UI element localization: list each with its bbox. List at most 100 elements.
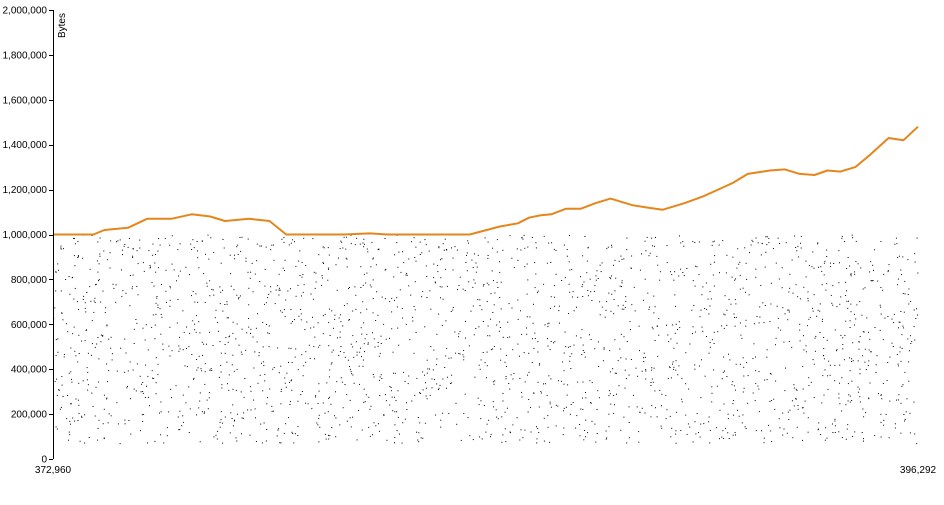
scatter-point — [241, 417, 243, 419]
scatter-point — [402, 251, 403, 253]
scatter-point — [78, 382, 80, 384]
scatter-point — [683, 245, 685, 247]
scatter-point — [209, 280, 211, 282]
scatter-point — [732, 256, 734, 258]
scatter-point — [315, 395, 317, 397]
scatter-point — [608, 292, 610, 294]
scatter-point — [871, 280, 873, 282]
scatter-point — [821, 402, 823, 404]
scatter-point — [486, 282, 488, 284]
scatter-point — [713, 331, 715, 333]
scatter-point — [769, 401, 771, 402]
scatter-point — [431, 387, 433, 389]
scatter-point — [222, 289, 224, 291]
scatter-point — [240, 250, 242, 252]
scatter-point — [879, 304, 881, 306]
scatter-point — [764, 305, 766, 306]
scatter-point — [307, 403, 309, 405]
scatter-point — [122, 254, 123, 256]
scatter-point — [832, 432, 834, 433]
scatter-point — [363, 388, 365, 390]
scatter-point — [651, 369, 653, 371]
scatter-point — [73, 255, 75, 257]
scatter-point — [553, 296, 555, 298]
scatter-point — [477, 299, 479, 301]
scatter-point — [836, 306, 838, 308]
scatter-point — [746, 362, 748, 364]
scatter-point — [157, 267, 159, 269]
scatter-point — [110, 240, 112, 242]
scatter-point — [241, 328, 243, 330]
scatter-point — [800, 247, 802, 249]
scatter-point — [768, 237, 770, 239]
scatter-point — [570, 404, 572, 405]
scatter-point — [197, 301, 199, 303]
scatter-point — [866, 317, 868, 319]
scatter-point — [270, 249, 272, 251]
scatter-point — [534, 338, 536, 339]
scatter-point — [338, 354, 340, 356]
scatter-point — [913, 326, 915, 327]
scatter-point — [191, 295, 192, 297]
scatter-point — [129, 305, 131, 307]
scatter-point — [613, 313, 615, 315]
scatter-point — [255, 417, 256, 419]
scatter-point — [354, 244, 356, 246]
scatter-point — [625, 300, 627, 302]
scatter-point — [155, 313, 157, 315]
scatter-point — [675, 433, 677, 435]
scatter-point — [615, 372, 617, 374]
scatter-point — [169, 285, 171, 287]
scatter-point — [60, 290, 62, 292]
scatter-point — [509, 336, 511, 338]
scatter-point — [152, 314, 154, 316]
scatter-point — [414, 394, 416, 396]
scatter-point — [280, 391, 282, 392]
scatter-point — [894, 427, 896, 429]
scatter-point — [782, 412, 784, 414]
scatter-point — [314, 287, 316, 289]
scatter-point — [168, 345, 170, 347]
scatter-point — [300, 319, 302, 321]
scatter-point — [900, 269, 902, 271]
scatter-point — [162, 349, 164, 351]
scatter-point — [675, 369, 677, 371]
scatter-point — [832, 304, 834, 306]
scatter-point — [270, 286, 272, 288]
scatter-point — [344, 384, 346, 385]
scatter-point — [110, 415, 112, 417]
scatter-point — [868, 349, 870, 351]
scatter-point — [862, 331, 864, 333]
scatter-point — [191, 354, 193, 355]
y-tick-label: 1,200,000 — [3, 185, 48, 196]
scatter-point — [748, 294, 750, 296]
scatter-point — [555, 273, 557, 275]
scatter-point — [171, 397, 172, 399]
scatter-point — [805, 276, 807, 278]
scatter-point — [896, 243, 898, 245]
scatter-point — [87, 389, 89, 391]
scatter-point — [215, 434, 217, 436]
scatter-point — [526, 333, 528, 335]
scatter-point — [276, 435, 278, 437]
scatter-point — [154, 262, 156, 264]
scatter-point — [84, 340, 86, 342]
scatter-point — [700, 423, 702, 425]
scatter-point — [262, 390, 264, 392]
scatter-point — [350, 371, 352, 373]
scatter-point — [517, 299, 519, 301]
scatter-point — [583, 439, 585, 441]
scatter-point — [195, 293, 197, 295]
scatter-point — [499, 327, 501, 328]
scatter-point — [227, 317, 229, 319]
scatter-point — [777, 317, 779, 319]
scatter-point — [561, 280, 563, 281]
scatter-point — [152, 377, 153, 379]
scatter-point — [547, 415, 549, 417]
scatter-point — [203, 343, 205, 345]
scatter-point — [657, 264, 659, 266]
scatter-point — [143, 270, 145, 272]
scatter-point — [124, 338, 126, 340]
scatter-point — [221, 422, 223, 424]
scatter-point — [543, 417, 545, 419]
